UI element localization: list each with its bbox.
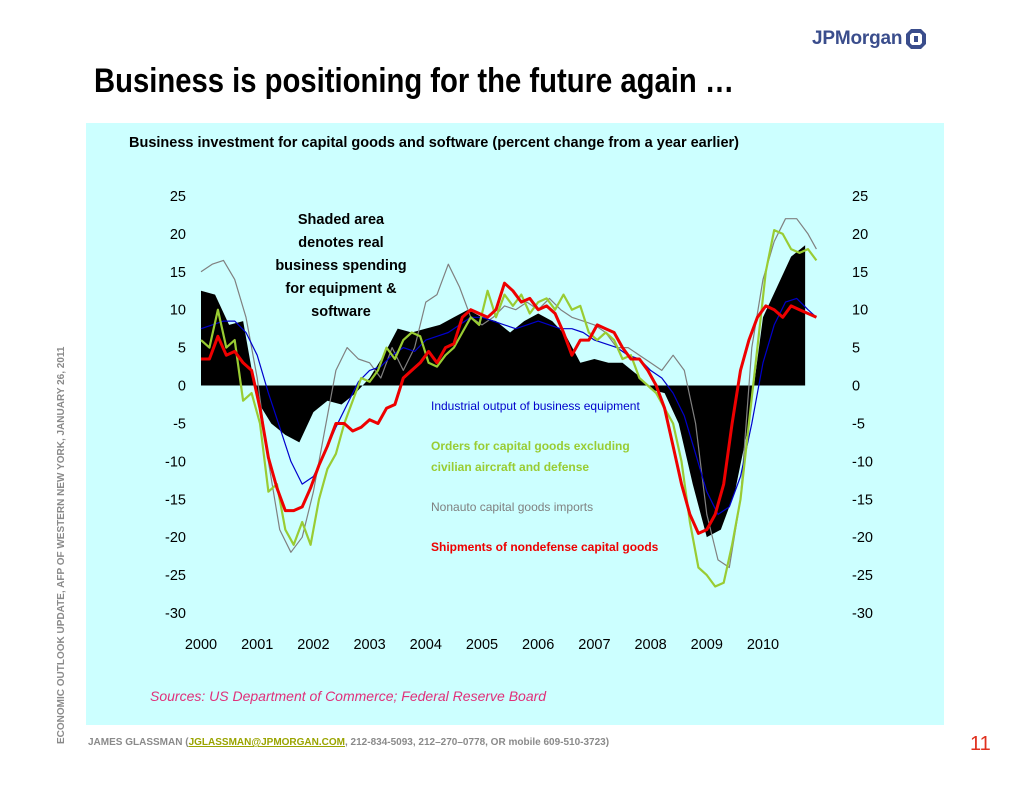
y-tick-label-left: -25 [165,568,186,584]
shaded-area-annotation-line: denotes real [298,235,383,251]
y-tick-label-left: -15 [165,492,186,508]
jpmorgan-logo: JPMorgan [812,28,927,50]
y-tick-label-left: 15 [170,265,186,281]
y-tick-label-left: 25 [170,189,186,205]
shaded-area-equipment-software [201,245,806,538]
y-tick-label-right: 0 [852,379,860,395]
x-tick-label: 2009 [691,637,723,653]
y-tick-label-right: 25 [852,189,868,205]
footer-email-link[interactable]: JGLASSMAN@JPMORGAN.COM [188,737,345,748]
x-tick-label: 2003 [353,637,385,653]
series-label-shipments: Shipments of nondefense capital goods [431,540,659,554]
y-tick-label-left: -10 [165,454,186,470]
y-tick-label-right: -10 [852,454,873,470]
x-tick-label: 2006 [522,637,554,653]
series-line-orders [200,228,818,588]
shaded-area-annotation-line: business spending [275,258,406,274]
y-tick-label-right: -5 [852,416,865,432]
x-tick-label: 2004 [410,637,442,653]
y-tick-label-right: 10 [852,303,868,319]
chart-title: Business investment for capital goods an… [129,135,739,151]
y-tick-label-left: 10 [170,303,186,319]
x-tick-label: 2007 [578,637,610,653]
shaded-area-annotation-line: Shaded area [298,212,385,228]
x-tick-label: 2002 [297,637,329,653]
x-tick-label: 2001 [241,637,273,653]
y-tick-label-left: 20 [170,227,186,243]
logo-text: JPMorgan [812,28,903,49]
y-tick-label-left: 5 [178,341,186,357]
x-tick-label: 2000 [185,637,217,653]
y-tick-label-right: 15 [852,265,868,281]
chart: Business investment for capital goods an… [129,135,873,704]
y-tick-label-right: -15 [852,492,873,508]
series-label-orders: civilian aircraft and defense [431,460,589,474]
y-tick-label-right: -20 [852,530,873,546]
page-number: 11 [970,733,991,755]
slide-title: Business is positioning for the future a… [94,62,735,100]
y-tick-label-right: -30 [852,606,873,622]
x-tick-label: 2005 [466,637,498,653]
y-tick-label-left: -5 [173,416,186,432]
y-tick-label-left: -30 [165,606,186,622]
y-tick-label-left: -20 [165,530,186,546]
y-tick-label-right: 20 [852,227,868,243]
vertical-sidebar-text: ECONOMIC OUTLOOK UPDATE, AFP OF WESTERN … [56,346,67,744]
y-tick-label-right: -25 [852,568,873,584]
footer-suffix: , 212-834-5093, 212–270–0778, OR mobile … [345,737,610,748]
chart-panel: Business investment for capital goods an… [86,123,944,725]
octagon-logo-icon [906,29,927,49]
x-tick-label: 2008 [634,637,666,653]
footer: JAMES GLASSMAN (JGLASSMAN@JPMORGAN.COM, … [88,737,609,748]
x-tick-label: 2010 [747,637,779,653]
shaded-area-annotation-line: software [311,304,371,320]
series-line-shipments [201,281,818,535]
series-label-industrial: Industrial output of business equipment [431,399,640,413]
shaded-area-annotation-line: for equipment & [285,281,397,297]
footer-prefix: JAMES GLASSMAN ( [88,737,189,748]
y-tick-label-right: 5 [852,341,860,357]
series-label-orders: Orders for capital goods excluding [431,439,630,453]
series-label-imports: Nonauto capital goods imports [431,500,593,514]
chart-source: Sources: US Department of Commerce; Fede… [150,688,547,704]
y-tick-label-left: 0 [178,379,186,395]
